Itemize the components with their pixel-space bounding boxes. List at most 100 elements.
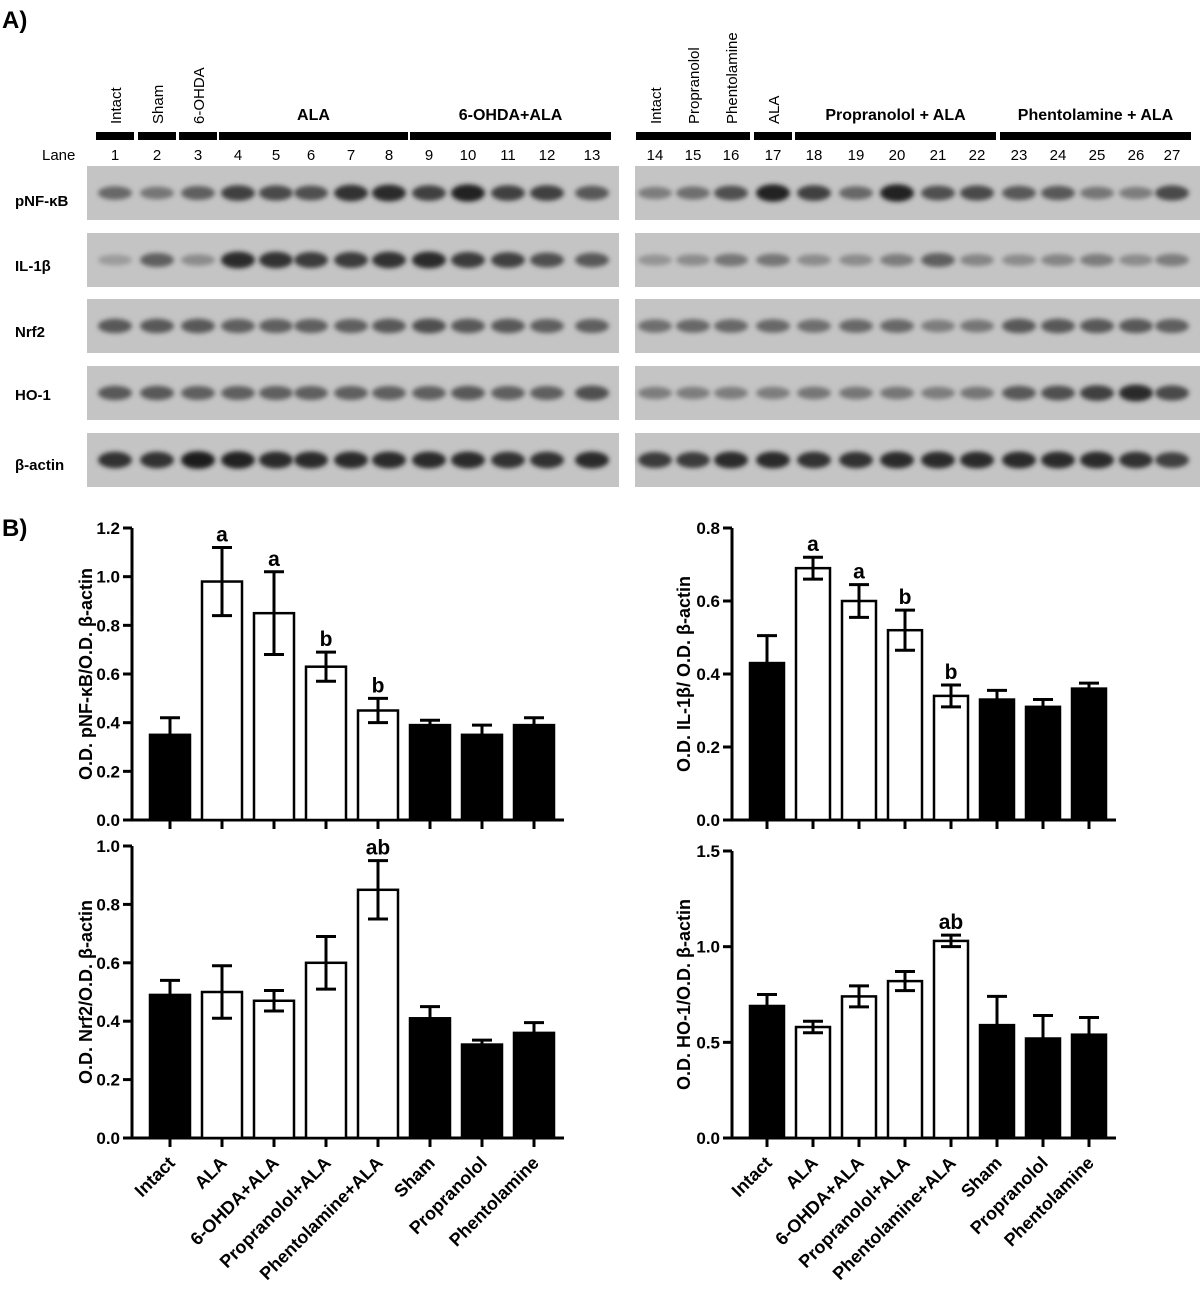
y-tick-label: 0.2 <box>696 738 720 757</box>
blot-band <box>880 184 914 202</box>
blot-band <box>181 451 215 469</box>
blot-band <box>140 186 174 200</box>
blot-band <box>960 451 994 469</box>
blot-band <box>797 254 831 266</box>
blot-band <box>1119 384 1153 402</box>
group-label: Propranolol <box>686 47 703 124</box>
group-bar <box>795 132 996 140</box>
lane-number: 27 <box>1164 147 1181 164</box>
blot-band <box>1155 452 1189 468</box>
blot-band <box>334 252 368 268</box>
bar <box>460 733 504 822</box>
blot-band <box>491 386 525 400</box>
blot-band <box>575 451 609 469</box>
blot-band <box>140 318 174 334</box>
blot-band <box>638 319 672 333</box>
blot-band <box>1155 385 1189 401</box>
blot-band <box>181 186 215 200</box>
blot-band <box>1155 253 1189 267</box>
blot-band <box>880 253 914 267</box>
blot-band <box>294 451 328 469</box>
blot-band <box>1119 254 1153 266</box>
y-tick-label: 0.6 <box>96 954 120 973</box>
blot-band <box>181 254 215 266</box>
blot-band <box>259 386 293 400</box>
blot-band <box>491 252 525 268</box>
bar <box>886 628 924 822</box>
blot-band <box>1041 185 1075 201</box>
blot-band <box>221 319 255 333</box>
bar <box>252 999 296 1140</box>
blot-band <box>714 253 748 267</box>
blot-band <box>1002 318 1036 334</box>
x-tick-label: Intact <box>131 1153 179 1201</box>
blot-band <box>575 252 609 268</box>
blot-band <box>676 452 710 468</box>
y-tick-label: 0.8 <box>96 616 120 635</box>
y-axis-label: O.D. HO-1/O.D. β-actin <box>674 899 694 1090</box>
blot-protein-label: HO-1 <box>15 387 51 404</box>
group-bar <box>1000 132 1191 140</box>
blot-band <box>372 318 406 334</box>
blot-band <box>1080 253 1114 267</box>
blot-band <box>1002 254 1036 266</box>
bar-charts-panel: 0.0 0.2 0.4 0.6 0.8 1.0 1.2 O.D. pNF-κB/O.D. β-… <box>76 519 1116 1284</box>
lane-number: 22 <box>969 147 986 164</box>
blot-band <box>1041 385 1075 401</box>
y-tick-label: 0.0 <box>96 811 120 830</box>
bar <box>408 1017 452 1140</box>
y-tick-label: 0.5 <box>696 1033 720 1052</box>
group-bar <box>636 132 674 140</box>
bar <box>748 1004 786 1140</box>
y-tick-label: 0.0 <box>96 1129 120 1148</box>
group-bar <box>219 132 408 140</box>
y-tick-label: 1.5 <box>696 842 720 861</box>
western-blot-panel: Intact Sham 6-OHDA ALA 6-OHDA+ALA Intact Propr… <box>15 32 1200 487</box>
blot-band <box>756 184 790 202</box>
bar <box>148 993 192 1140</box>
blot-band <box>1041 451 1075 469</box>
lane-number: 17 <box>765 147 782 164</box>
y-tick-label: 0.0 <box>696 811 720 830</box>
bar <box>1070 687 1108 822</box>
lane-number: 20 <box>889 147 906 164</box>
blot-band <box>638 452 672 468</box>
blot-band <box>221 185 255 201</box>
y-tick-label: 0.0 <box>696 1129 720 1148</box>
blot-band <box>960 319 994 333</box>
lane-number: 13 <box>584 147 601 164</box>
blot-band <box>1041 254 1075 266</box>
significance-label: a <box>807 533 819 556</box>
group-label: Sham <box>150 85 167 124</box>
significance-label: b <box>372 674 385 697</box>
lane-number: 18 <box>806 147 823 164</box>
blot-band <box>676 254 710 266</box>
y-tick-label: 0.4 <box>96 1012 120 1031</box>
blot-band <box>1119 186 1153 200</box>
x-tick-label: Sham <box>390 1153 439 1202</box>
blot-band <box>638 186 672 200</box>
blot-band <box>921 386 955 400</box>
significance-label: a <box>268 548 280 571</box>
group-label: ALA <box>766 96 783 124</box>
blot-band <box>491 451 525 469</box>
blot-band <box>294 252 328 268</box>
blot-band <box>294 319 328 333</box>
lane-number: 16 <box>723 147 740 164</box>
blot-band <box>259 319 293 333</box>
blot-band <box>334 386 368 400</box>
y-tick-label: 1.2 <box>96 519 120 538</box>
blot-band <box>1041 318 1075 334</box>
group-label: Intact <box>108 86 125 124</box>
blot-band <box>98 451 132 469</box>
blot-band <box>98 186 132 200</box>
bar <box>460 1043 504 1140</box>
blot-band <box>714 451 748 469</box>
blot-band <box>412 318 446 334</box>
blot-band <box>334 184 368 202</box>
lane-number: 19 <box>848 147 865 164</box>
blot-band <box>140 253 174 267</box>
blot-band <box>960 185 994 201</box>
lane-number: 9 <box>425 147 433 164</box>
